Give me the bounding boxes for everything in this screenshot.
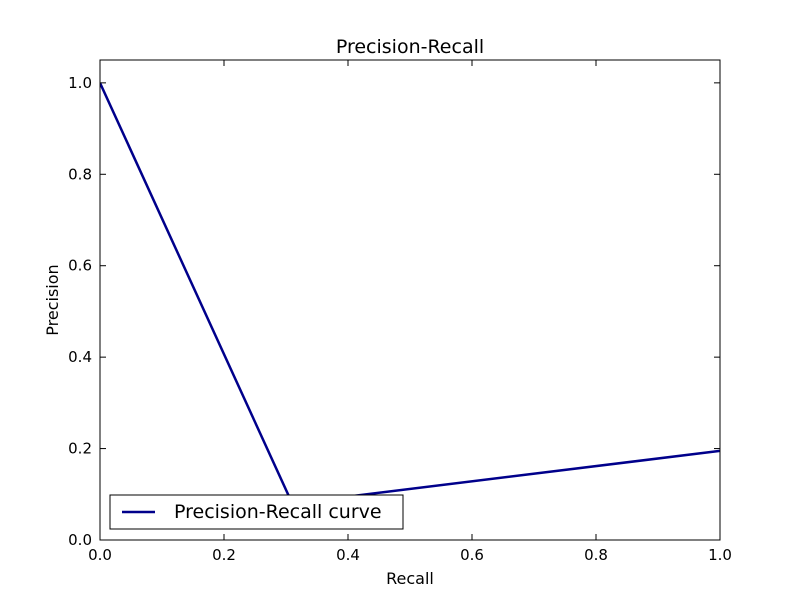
x-tick-label: 1.0 [708,546,732,564]
y-tick-label: 1.0 [68,74,92,92]
plot-frame [99,59,721,541]
x-tick-label: 0.2 [212,546,236,564]
legend-entry-label: Precision-Recall curve [174,501,382,523]
legend-box [109,494,404,530]
x-axis-label: Recall [386,569,434,588]
y-tick-label: 0.4 [68,348,92,366]
x-tick-label: 0.8 [584,546,608,564]
y-tick-label: 0.8 [68,165,92,183]
ticks-layer: 0.0 0.2 0.4 0.6 0.8 1.0 0.0 0.2 0.4 0.6 0.8 1.0 [68,60,732,564]
x-tick-label: 0.0 [88,546,112,564]
legend: Precision-Recall curve [109,494,404,530]
y-axis-label: Precision [43,264,62,335]
chart-title: Precision-Recall [336,36,484,58]
y-tick-label: 0.0 [68,531,92,549]
y-tick-label: 0.6 [68,257,92,275]
y-tick-label: 0.2 [68,440,92,458]
x-tick-label: 0.4 [336,546,360,564]
x-tick-label: 0.6 [460,546,484,564]
